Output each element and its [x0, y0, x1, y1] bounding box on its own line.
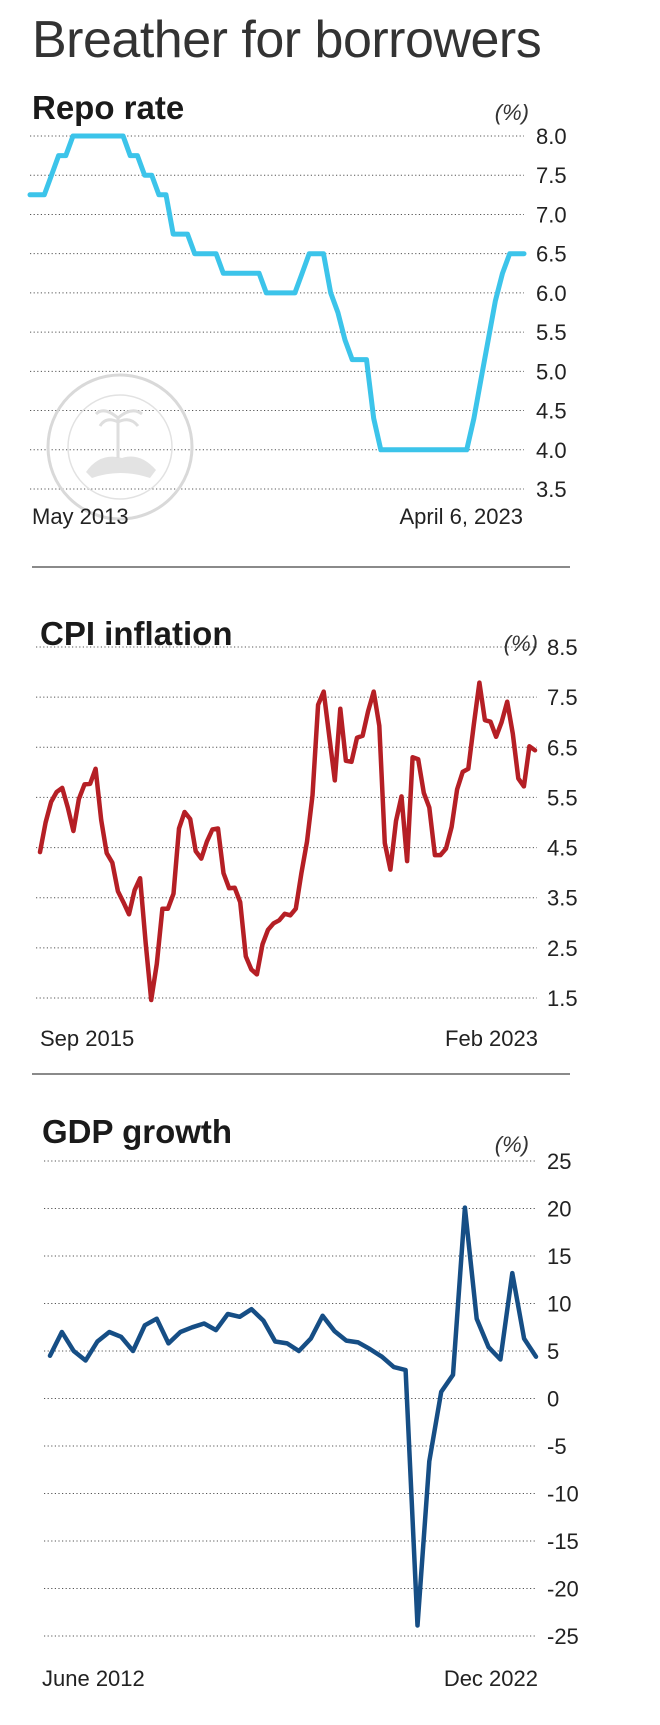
- y-tick-label: 4.5: [547, 836, 578, 861]
- chart-title: CPI inflation: [40, 615, 233, 652]
- x-end-label: Feb 2023: [445, 1026, 538, 1051]
- gdp-growth-chart: GDP growth (%) 2520151050-5-10-15-20-25 …: [42, 1113, 579, 1691]
- x-end-label: April 6, 2023: [399, 504, 523, 529]
- y-tick-label: -10: [547, 1482, 579, 1507]
- y-tick-label: 3.5: [547, 886, 578, 911]
- cpi-inflation-line: [37, 680, 538, 1003]
- x-start-label: May 2013: [32, 504, 129, 529]
- y-tick-label: 7.5: [536, 163, 567, 188]
- rbi-seal-watermark: [46, 373, 194, 521]
- y-tick-label: 0: [547, 1387, 559, 1412]
- y-tick-label: 8.5: [547, 635, 578, 660]
- unit-label: (%): [495, 100, 529, 125]
- y-tick-label: 5.5: [536, 320, 567, 345]
- y-tick-label: 3.5: [536, 477, 567, 502]
- y-tick-label: 20: [547, 1197, 571, 1222]
- repo-rate-line: [27, 133, 527, 453]
- y-tick-label: -15: [547, 1529, 579, 1554]
- y-tick-label: 6.5: [547, 735, 578, 760]
- chart-title: GDP growth: [42, 1113, 232, 1150]
- gdp-growth-line: [47, 1205, 539, 1628]
- gridlines: [44, 1160, 537, 1637]
- y-tick-label: 6.5: [536, 242, 567, 267]
- unit-label: (%): [495, 1132, 529, 1157]
- y-tick-label: 8.0: [536, 124, 567, 149]
- y-tick-label: 7.5: [547, 685, 578, 710]
- y-tick-label: -25: [547, 1624, 579, 1649]
- y-tick-label: 10: [547, 1292, 571, 1317]
- y-tick-label: 5.5: [547, 785, 578, 810]
- y-tick-label: 2.5: [547, 936, 578, 961]
- y-axis: 25 20 15 10 5 0 -5 -10 -15 -20 -25: [547, 1149, 579, 1649]
- y-tick-label: 7.0: [536, 202, 567, 227]
- repo-rate-chart: Repo rate (%) 8.0 7.5 7.0 6.5 6.0 5.5 5.0 4.5 4.…: [27, 89, 570, 568]
- y-tick-label: 4.5: [536, 399, 567, 424]
- y-tick-label: -5: [547, 1434, 567, 1459]
- chart-title: Repo rate: [32, 89, 184, 126]
- x-start-label: Sep 2015: [40, 1026, 134, 1051]
- y-tick-label: 6.0: [536, 281, 567, 306]
- page-title: Breather for borrowers: [32, 11, 542, 69]
- y-axis: 8.0 7.5 7.0 6.5 6.0 5.5 5.0 4.5 4.0 3.5: [536, 124, 567, 502]
- y-tick-label: -20: [547, 1577, 579, 1602]
- x-end-label: Dec 2022: [444, 1666, 538, 1691]
- gridlines: [30, 135, 524, 490]
- y-tick-label: 4.0: [536, 438, 567, 463]
- cpi-inflation-chart: CPI inflation (%) 8.5 7.5 6.5 5.5 4.5 3.5 2.5 1…: [32, 615, 578, 1075]
- unit-label: (%): [504, 631, 538, 656]
- y-tick-label: 5: [547, 1339, 559, 1364]
- gridlines: [36, 646, 537, 999]
- y-tick-label: 1.5: [547, 986, 578, 1011]
- y-tick-label: 25: [547, 1149, 571, 1174]
- y-axis: 8.5 7.5 6.5 5.5 4.5 3.5 2.5 1.5: [547, 635, 578, 1011]
- y-tick-label: 5.0: [536, 359, 567, 384]
- y-tick-label: 15: [547, 1244, 571, 1269]
- x-start-label: June 2012: [42, 1666, 145, 1691]
